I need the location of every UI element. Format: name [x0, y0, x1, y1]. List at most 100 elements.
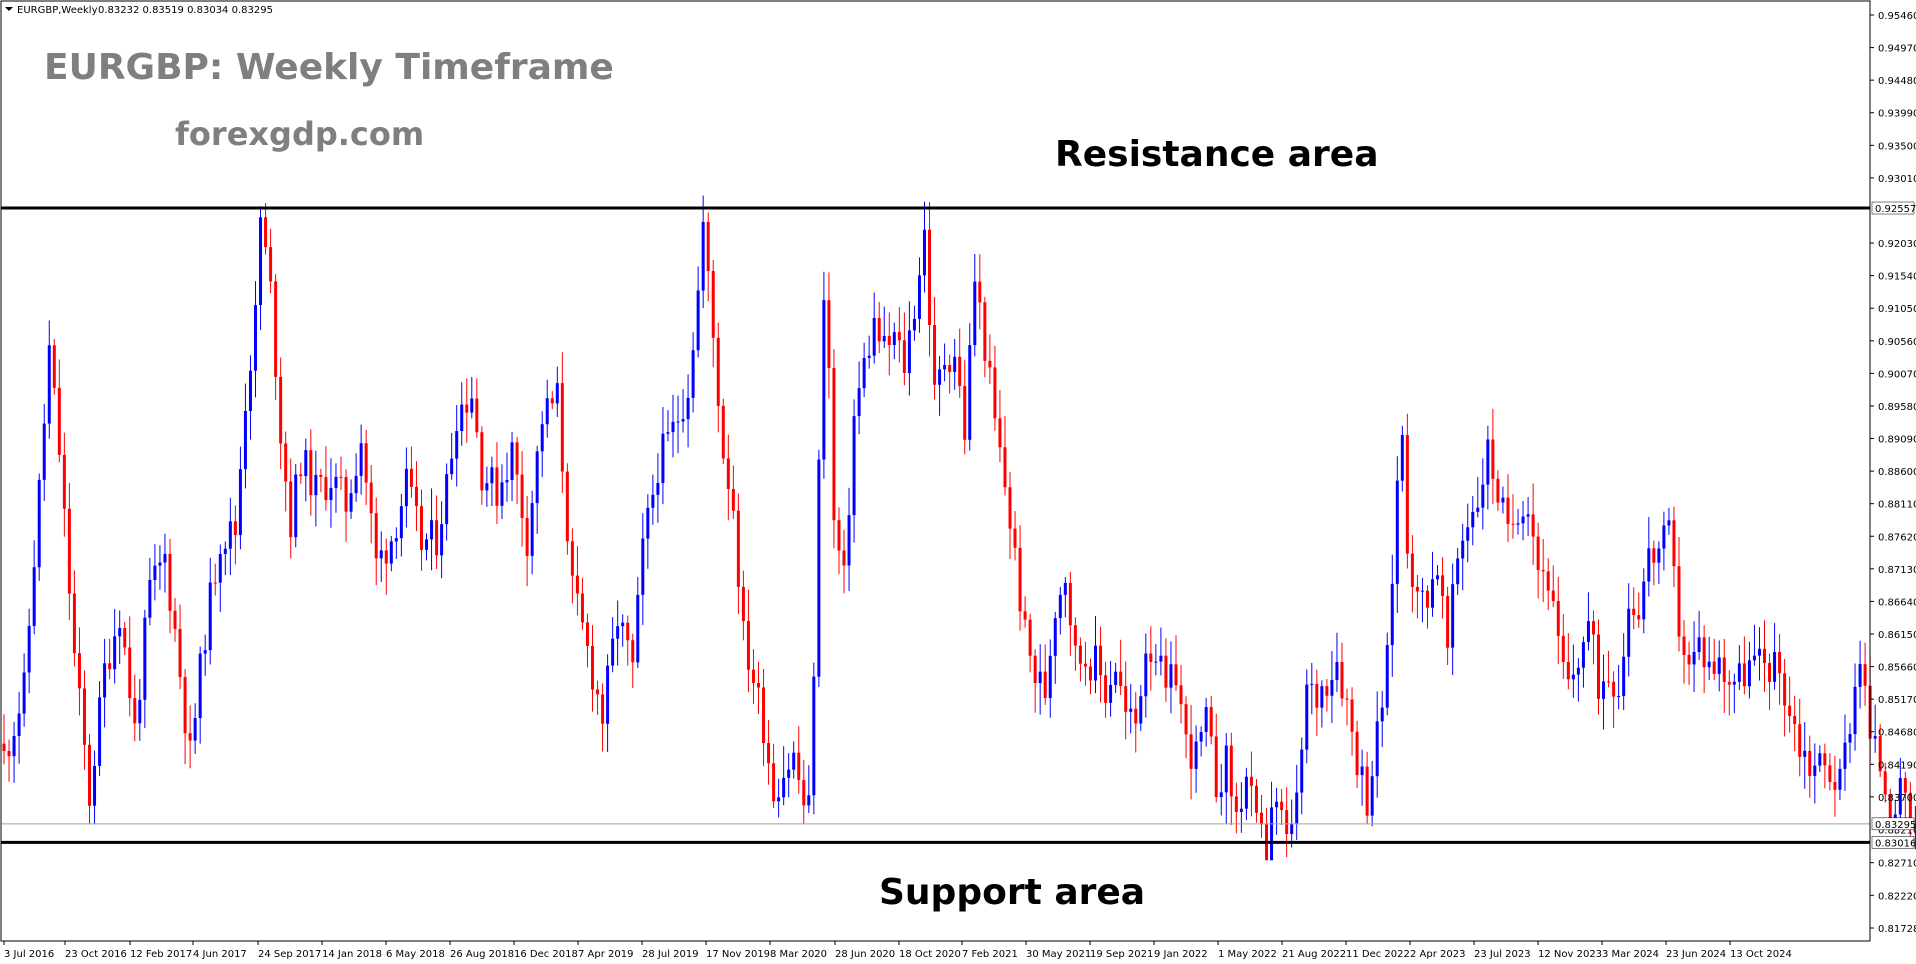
candle-body: [354, 475, 358, 494]
candle: [213, 563, 217, 596]
candle-body: [772, 763, 776, 802]
candle-body: [1506, 497, 1510, 524]
candle-body: [485, 483, 489, 491]
candle: [1788, 676, 1792, 733]
y-tick-label: 0.85660: [1878, 663, 1916, 674]
candle: [510, 431, 514, 502]
candle-body: [1370, 776, 1374, 816]
candle-body: [72, 593, 76, 654]
candle-body: [1551, 590, 1555, 601]
candle-body: [1129, 708, 1133, 712]
candle: [706, 212, 710, 302]
candle-body: [1023, 611, 1027, 620]
candle-body: [1159, 655, 1163, 662]
x-tick-label: 28 Jun 2020: [835, 949, 895, 960]
candle-body: [123, 628, 127, 648]
candle: [1717, 640, 1721, 692]
candle: [465, 378, 469, 443]
candle-body: [1848, 734, 1852, 743]
candle-body: [158, 562, 162, 566]
candle-body: [928, 229, 932, 325]
candle-body: [1320, 686, 1324, 708]
candle: [1652, 540, 1656, 586]
candle: [223, 541, 227, 576]
candle: [1757, 627, 1761, 681]
candle: [193, 703, 197, 754]
candle-body: [1586, 621, 1590, 643]
candle-body: [832, 368, 836, 521]
candle-body: [7, 751, 11, 757]
candle-body: [153, 565, 157, 580]
candle-body: [1622, 656, 1626, 697]
candle: [1597, 619, 1601, 715]
candle-body: [1139, 696, 1143, 724]
candle: [118, 610, 122, 664]
candle-body: [540, 424, 544, 452]
candle-body: [399, 506, 403, 539]
candle: [1048, 639, 1052, 718]
candle-body: [1541, 570, 1545, 572]
candle-body: [822, 300, 826, 460]
candle: [1088, 658, 1092, 695]
candle: [897, 307, 901, 363]
candle: [671, 394, 675, 458]
candle-body: [1536, 536, 1540, 571]
candle: [1420, 577, 1424, 623]
candle: [691, 332, 695, 413]
candle-body: [1048, 655, 1052, 699]
candle: [364, 429, 368, 505]
candle-body: [530, 503, 534, 556]
candle: [1773, 623, 1777, 690]
candle: [621, 614, 625, 647]
candle: [1526, 496, 1530, 536]
candle: [1496, 470, 1500, 511]
candle-body: [938, 369, 942, 385]
candle-body: [1883, 771, 1887, 795]
candle: [450, 432, 454, 480]
candle: [606, 654, 610, 753]
candle: [1385, 632, 1389, 716]
symbol-header: EURGBP,Weekly 0.83232 0.83519 0.83034 0.…: [5, 5, 273, 16]
candle-body: [414, 486, 418, 507]
candle: [741, 570, 745, 641]
candle: [852, 399, 856, 543]
candle-body: [42, 423, 46, 480]
candle: [1365, 751, 1369, 825]
candle: [1607, 650, 1611, 688]
x-tick-label: 3 Mar 2024: [1602, 949, 1659, 960]
candle-body: [842, 550, 846, 566]
y-tick-label: 0.87130: [1878, 565, 1916, 576]
candle: [319, 468, 323, 493]
candle-body: [746, 621, 750, 670]
candle-body: [585, 622, 589, 646]
candle: [430, 488, 434, 571]
collapse-triangle-icon[interactable]: [5, 7, 13, 11]
candle-body: [837, 520, 841, 551]
candle: [1154, 644, 1158, 676]
candle: [666, 410, 670, 442]
candle-body: [525, 517, 529, 556]
candle: [1068, 571, 1072, 656]
candle-body: [636, 594, 640, 663]
candle: [1586, 592, 1590, 651]
candle-body: [757, 682, 760, 688]
candle: [1144, 633, 1148, 718]
candle-body: [133, 698, 137, 724]
candle-body: [1898, 778, 1902, 815]
candle-body: [374, 513, 378, 559]
candle-body: [1476, 507, 1480, 512]
candle-body: [686, 397, 690, 420]
candle: [1028, 613, 1032, 673]
candle-body: [1788, 705, 1792, 716]
candle-body: [1174, 664, 1178, 686]
candle-body: [1234, 796, 1238, 812]
candle: [334, 463, 338, 513]
candle: [1134, 692, 1138, 753]
candle: [1581, 636, 1585, 688]
candle: [1325, 679, 1329, 712]
website-label: forexgdp.com: [175, 115, 424, 153]
candle-body: [1576, 667, 1580, 675]
candle-body: [988, 360, 992, 368]
